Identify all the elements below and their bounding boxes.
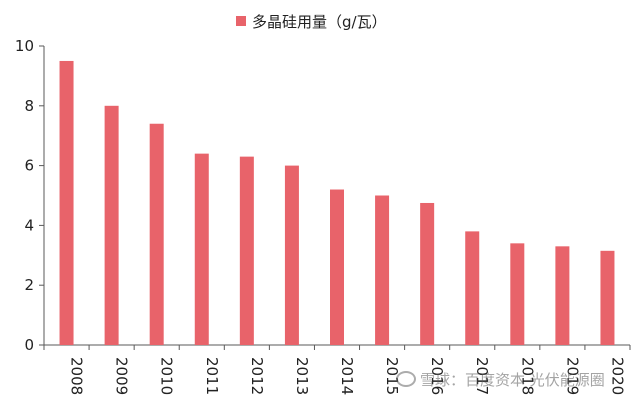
bar — [600, 250, 615, 345]
x-tick-label: 2010 — [158, 357, 176, 395]
bar — [375, 195, 390, 345]
legend-swatch — [236, 16, 246, 26]
watermark-wechat-icon — [396, 371, 416, 387]
x-tick-label: 2015 — [383, 357, 401, 395]
bar — [104, 105, 119, 345]
bar — [555, 246, 570, 345]
bar — [465, 231, 480, 345]
y-tick-label: 2 — [24, 276, 34, 294]
bar — [420, 202, 435, 345]
bar — [59, 60, 74, 345]
bar — [239, 156, 254, 345]
bar — [510, 243, 525, 345]
legend-label: 多晶硅用量（g/瓦） — [252, 12, 387, 31]
x-tick-label: 2020 — [608, 357, 626, 395]
y-tick-label: 6 — [24, 157, 34, 175]
bar — [149, 123, 164, 346]
x-tick-label: 2013 — [293, 357, 311, 395]
bar — [284, 165, 299, 345]
x-tick-label: 2008 — [68, 357, 86, 395]
x-tick-label: 2012 — [248, 357, 266, 395]
x-tick-label: 2011 — [203, 357, 221, 395]
chart-legend: 多晶硅用量（g/瓦） — [236, 10, 387, 32]
y-tick-label: 8 — [24, 97, 34, 115]
x-tick-label: 2019 — [563, 357, 581, 395]
bar — [330, 189, 344, 345]
x-tick-label: 2009 — [113, 357, 131, 395]
y-tick-label: 4 — [24, 216, 34, 234]
watermark-text: 雪球：百度资本 光伏能源圈 — [420, 370, 605, 389]
y-tick-label: 0 — [24, 336, 34, 354]
x-tick-label: 2014 — [338, 357, 356, 395]
y-tick-label: 10 — [15, 37, 34, 55]
bar — [194, 153, 209, 345]
watermark: 雪球：百度资本 光伏能源圈 — [396, 364, 605, 394]
x-tick-label: 2016 — [428, 357, 446, 395]
x-tick-label: 2018 — [518, 357, 536, 395]
x-tick-label: 2017 — [473, 357, 491, 395]
